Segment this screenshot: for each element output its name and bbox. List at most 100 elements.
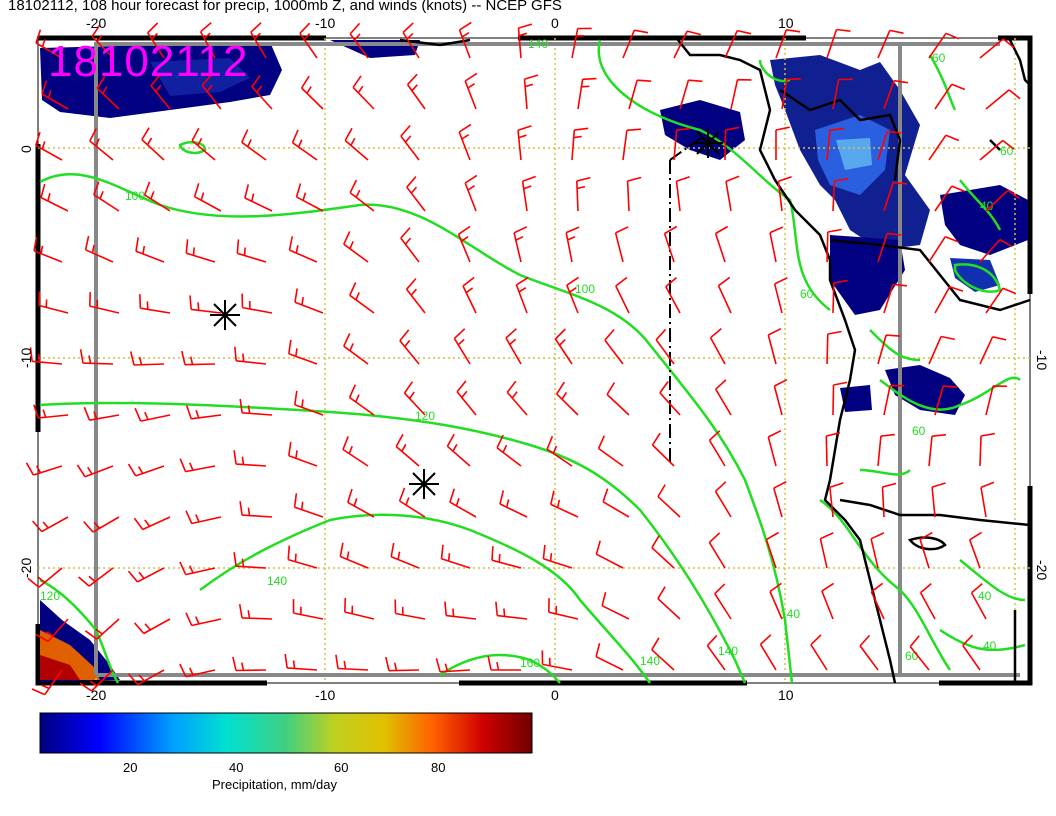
wind-barb bbox=[27, 567, 63, 588]
wind-barb bbox=[773, 277, 788, 314]
x-tick-bottom: -20 bbox=[86, 687, 106, 703]
contour-label: 140 bbox=[640, 654, 660, 668]
wind-barb bbox=[877, 433, 895, 467]
wind-barb bbox=[597, 435, 624, 467]
wind-barb bbox=[76, 464, 114, 478]
wind-barb bbox=[35, 131, 63, 161]
wind-barb bbox=[877, 29, 904, 59]
wind-barb bbox=[928, 335, 955, 365]
wind-barb bbox=[349, 179, 375, 212]
wind-barb bbox=[236, 239, 267, 263]
wind-barb bbox=[199, 21, 216, 59]
wind-barb bbox=[458, 21, 472, 59]
wind-barb bbox=[663, 225, 678, 263]
wind-barb bbox=[291, 129, 318, 161]
wind-barb bbox=[141, 127, 165, 161]
wind-barb bbox=[773, 378, 788, 416]
contour-label: 140 bbox=[718, 644, 738, 658]
wind-barb bbox=[715, 379, 732, 416]
wind-barb bbox=[877, 232, 902, 263]
wind-barb bbox=[444, 601, 477, 620]
wind-barb bbox=[928, 134, 960, 161]
wind-barb bbox=[542, 544, 573, 569]
wind-barb bbox=[521, 175, 536, 212]
wind-barb bbox=[35, 29, 63, 59]
wind-barb bbox=[239, 398, 273, 416]
wind-barb bbox=[576, 176, 591, 212]
wind-barb bbox=[457, 225, 471, 263]
wind-barb bbox=[394, 599, 426, 620]
wind-barb bbox=[769, 226, 784, 263]
wind-barb bbox=[832, 381, 848, 416]
wind-barb bbox=[706, 634, 726, 671]
wind-barb bbox=[462, 276, 477, 314]
wind-barb bbox=[201, 74, 222, 110]
wind-barb bbox=[406, 176, 426, 212]
wind-barb bbox=[342, 436, 369, 467]
wind-barb bbox=[550, 490, 579, 518]
wind-barb bbox=[714, 225, 729, 263]
wind-barb bbox=[150, 74, 171, 110]
wind-barb bbox=[832, 78, 853, 110]
wind-barb bbox=[826, 127, 844, 161]
lat-lon-grid bbox=[38, 38, 1030, 683]
contour-label: 140 bbox=[267, 574, 287, 588]
wind-barb bbox=[657, 484, 681, 518]
wind-barb bbox=[601, 591, 630, 620]
wind-barb bbox=[239, 501, 273, 518]
wind-barb bbox=[717, 276, 732, 314]
wind-barb bbox=[339, 542, 369, 569]
wind-barb bbox=[615, 276, 630, 314]
wind-barb bbox=[506, 380, 528, 416]
wind-barb bbox=[928, 32, 960, 59]
colorbar-label: Precipitation, mm/day bbox=[212, 777, 337, 792]
wind-barb bbox=[79, 669, 114, 692]
wind-barb bbox=[651, 432, 675, 467]
wind-barb bbox=[440, 544, 471, 569]
wind-barb bbox=[238, 603, 273, 620]
wind-barb bbox=[348, 384, 375, 416]
wind-barb bbox=[883, 181, 908, 212]
wind-barb bbox=[832, 178, 849, 212]
wind-barb bbox=[970, 582, 987, 620]
wind-barb bbox=[293, 493, 324, 518]
wind-barb bbox=[909, 635, 930, 671]
wind-barb bbox=[300, 75, 324, 110]
wind-barb bbox=[491, 546, 522, 569]
wind-barb bbox=[402, 22, 420, 59]
asterisk-marker bbox=[409, 469, 439, 499]
wind-barb bbox=[985, 385, 1008, 416]
wind-barb bbox=[135, 237, 165, 263]
wind-barb bbox=[769, 582, 783, 620]
wind-barb bbox=[819, 532, 834, 569]
wind-barb bbox=[35, 618, 69, 643]
y-tick-left: -20 bbox=[18, 558, 34, 578]
y-tick-left: 0 bbox=[18, 145, 34, 153]
wind-barb bbox=[294, 390, 324, 416]
wind-barb bbox=[89, 292, 120, 314]
wind-barb bbox=[400, 124, 420, 161]
wind-barb bbox=[84, 235, 114, 263]
wind-barb bbox=[767, 327, 782, 365]
contour-label: 120 bbox=[40, 589, 60, 603]
date-stamp: 18102112 bbox=[48, 37, 249, 86]
wind-barb bbox=[881, 482, 897, 518]
wind-barb bbox=[185, 239, 216, 263]
wind-barb bbox=[883, 384, 905, 416]
wind-barb bbox=[626, 176, 642, 212]
wind-barb bbox=[288, 339, 318, 365]
wind-barb bbox=[565, 226, 580, 263]
wind-barb bbox=[233, 552, 267, 569]
wind-barb bbox=[505, 328, 522, 365]
contour-label: 160 bbox=[520, 656, 540, 670]
wind-barb bbox=[979, 336, 1007, 365]
contour-label: 40 bbox=[978, 589, 992, 603]
wind-barb bbox=[870, 582, 885, 620]
wind-barb bbox=[622, 29, 649, 59]
colorbar-tick: 40 bbox=[229, 760, 243, 775]
wind-barb bbox=[979, 238, 1013, 263]
wind-barb bbox=[453, 328, 471, 365]
wind-barb bbox=[571, 127, 589, 161]
wind-barb bbox=[541, 650, 573, 671]
